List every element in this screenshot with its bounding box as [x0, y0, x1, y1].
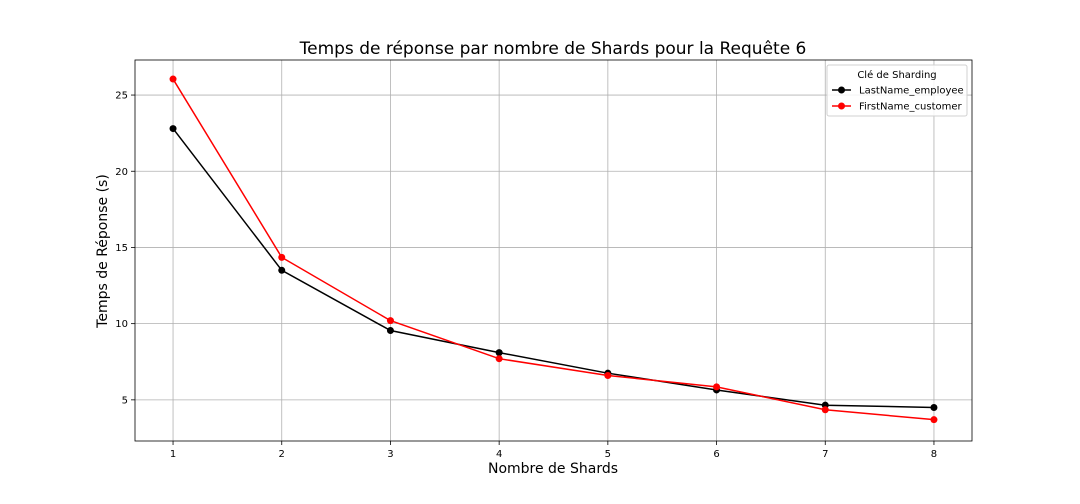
y-tick-label: 25	[115, 91, 128, 102]
data-point	[169, 75, 177, 83]
grid	[135, 60, 972, 441]
data-point	[278, 253, 286, 261]
x-tick-label: 8	[931, 449, 937, 460]
x-tick-label: 1	[170, 449, 176, 460]
legend-entry: FirstName_customer	[832, 102, 963, 113]
x-tick-label: 5	[605, 449, 611, 460]
data-point	[930, 416, 938, 424]
y-axis-label: Temps de Réponse (s)	[95, 174, 111, 329]
legend-entry: LastName_employee	[832, 86, 964, 97]
legend-box	[826, 64, 968, 117]
y-tick-label: 20	[115, 167, 128, 178]
data-point	[495, 355, 503, 363]
legend-label: FirstName_customer	[859, 102, 963, 113]
data-point	[386, 327, 394, 335]
plot-area	[134, 59, 973, 442]
legend-swatch-marker	[838, 102, 845, 110]
data-point	[930, 403, 938, 411]
y-tick-label: 10	[115, 319, 128, 330]
legend-title: Clé de Sharding	[857, 69, 936, 81]
legend-swatch-marker	[838, 86, 845, 94]
series-line	[172, 78, 935, 421]
y-axis-ticks: 5 10 15 20 25	[115, 91, 135, 406]
y-tick-label: 5	[122, 395, 128, 406]
data-point	[495, 349, 503, 357]
data-point	[278, 266, 286, 274]
series-line	[172, 128, 934, 409]
data-point	[169, 125, 177, 133]
x-tick-label: 2	[279, 449, 285, 460]
legend: Clé de Sharding LastName_employee FirstNa…	[826, 64, 968, 117]
legend-label: LastName_employee	[859, 86, 964, 97]
x-tick-label: 4	[496, 449, 502, 460]
series-firstname-customer	[169, 75, 938, 424]
x-tick-label: 7	[822, 449, 828, 460]
x-axis-ticks: 1 2 3 4 5 6 7 8	[170, 441, 937, 460]
x-tick-label: 6	[713, 449, 719, 460]
data-point	[604, 371, 612, 379]
series-lastname-employee	[169, 125, 938, 411]
x-axis-label: Nombre de Shards	[488, 461, 618, 477]
x-tick-label: 3	[387, 449, 393, 460]
data-point	[713, 383, 721, 391]
data-point	[821, 406, 829, 414]
chart-title: Temps de réponse par nombre de Shards po…	[299, 39, 807, 59]
series	[169, 75, 938, 424]
data-point	[386, 317, 394, 325]
legend-entries: LastName_employee FirstName_customer	[832, 86, 964, 113]
y-tick-label: 15	[115, 243, 128, 254]
